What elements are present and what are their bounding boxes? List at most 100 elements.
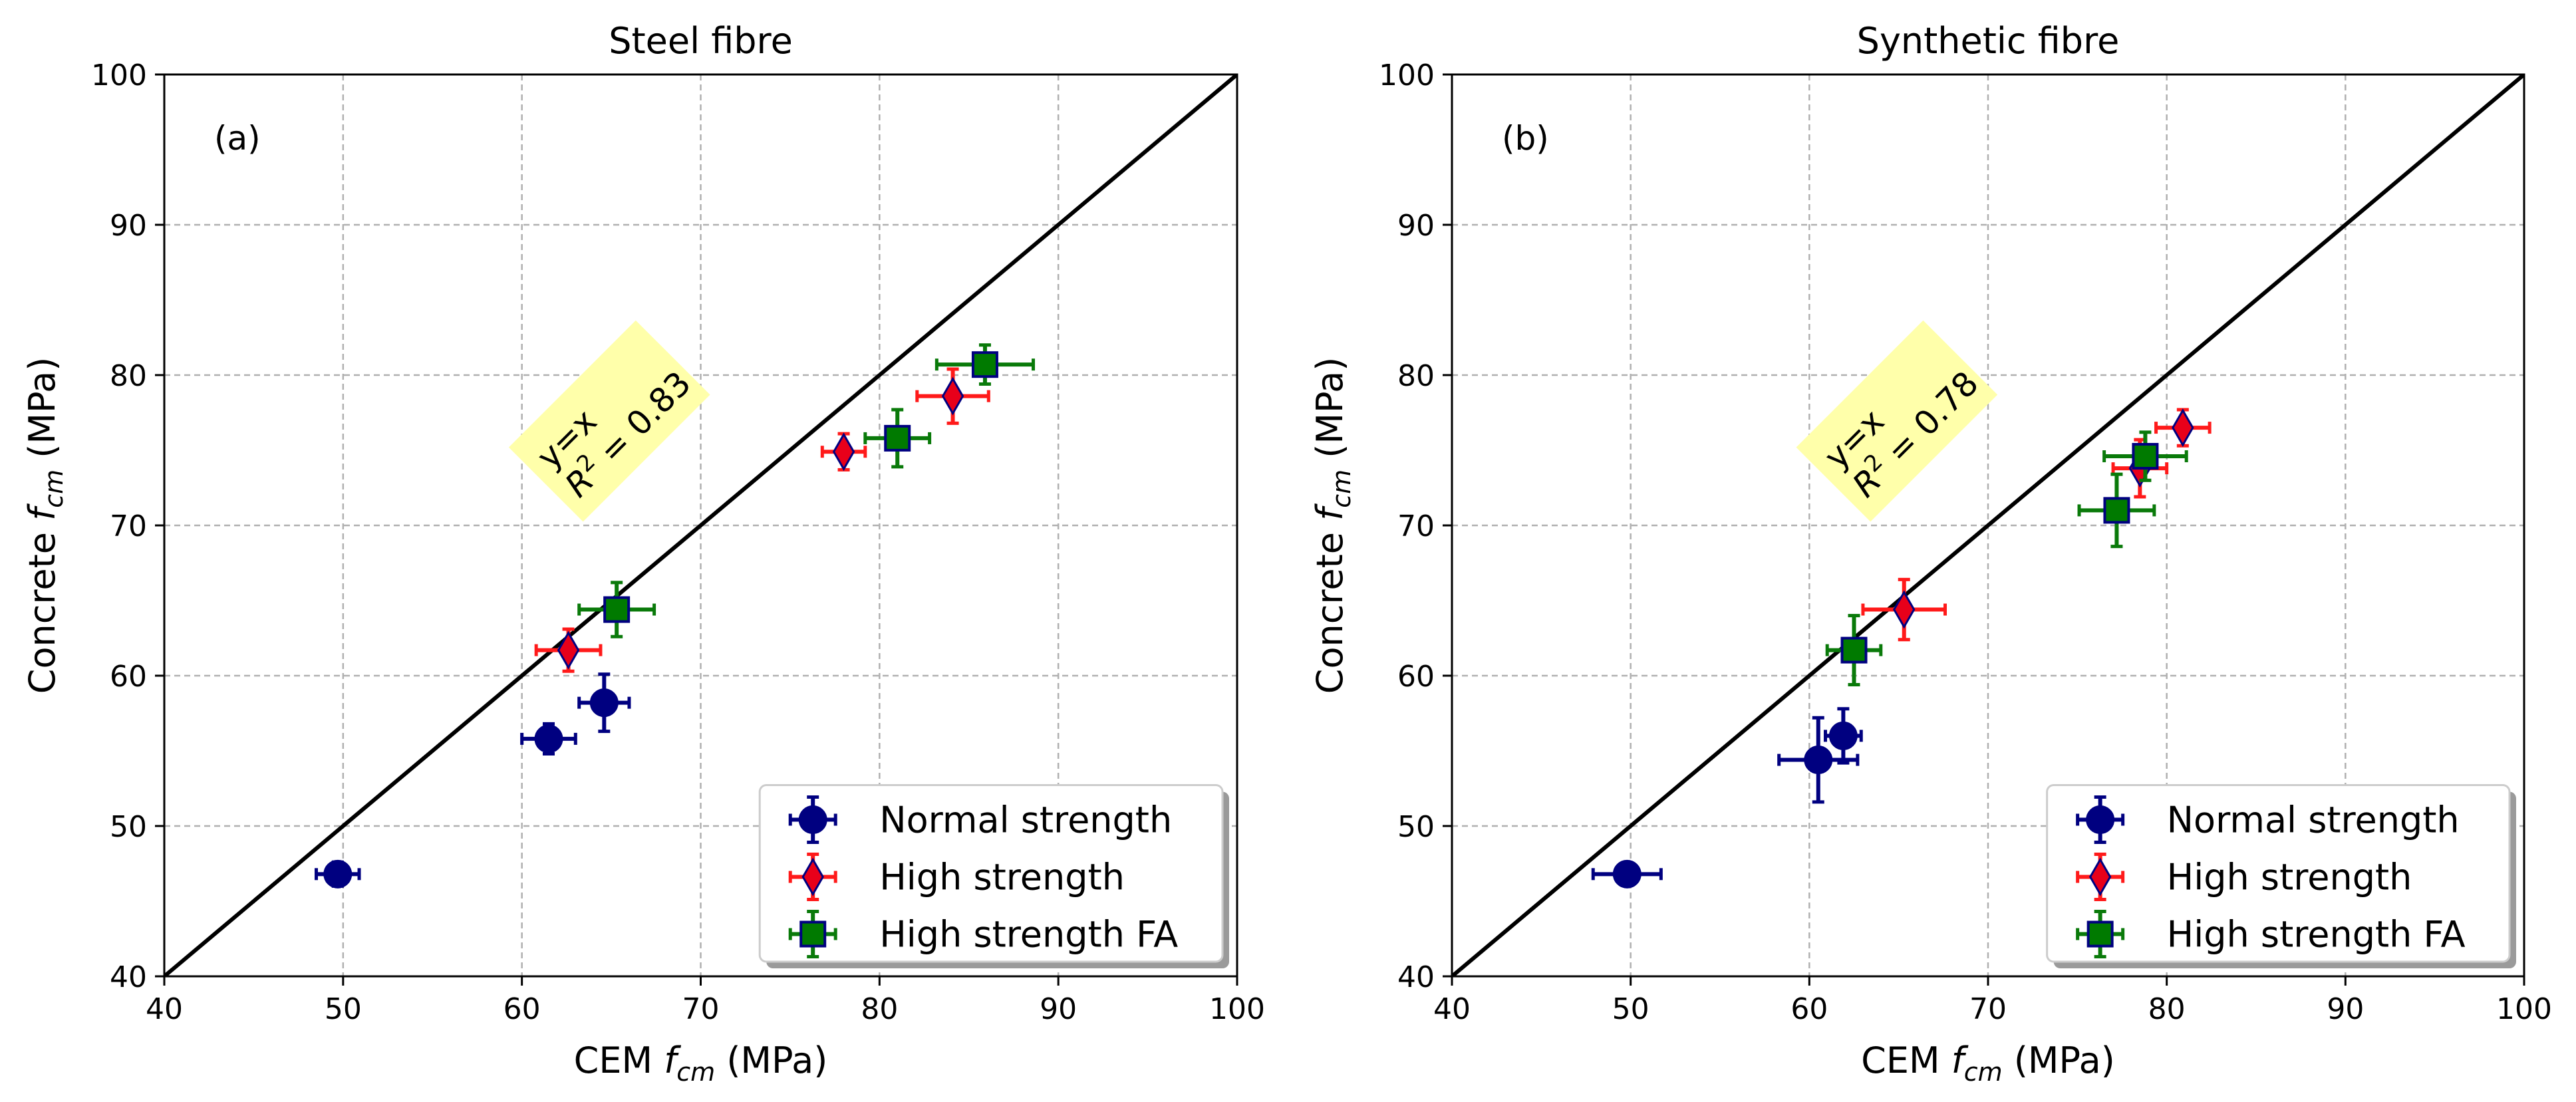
- marker-square: [2132, 443, 2159, 470]
- x-axis-label-prefix: CEM: [574, 1039, 664, 1081]
- y-tick-label: 90: [1397, 209, 1435, 243]
- y-axis: 40 50 60 70 80 90 100: [1379, 59, 1452, 994]
- data-point: [577, 581, 656, 638]
- data-point: [315, 859, 361, 889]
- legend-label: High strength: [2167, 857, 2412, 898]
- data-point: [934, 343, 1036, 386]
- legend-box: [758, 784, 1224, 963]
- chart-title: Synthetic fibre: [1857, 20, 2120, 62]
- annotation-box: y=xR2 = 0.83: [508, 320, 710, 522]
- legend-entry: High strength: [788, 853, 1125, 902]
- marker-circle: [1828, 721, 1858, 750]
- data-point: [1825, 614, 1883, 687]
- legend-entry: High strength: [2076, 853, 2412, 902]
- marker-square: [884, 424, 911, 452]
- marker-diamond: [832, 432, 855, 472]
- marker-square: [971, 351, 998, 378]
- y-axis-label: Concrete fcm (MPa): [21, 357, 69, 694]
- series-normal-strength: [1591, 707, 1863, 889]
- data-point: [2102, 430, 2188, 482]
- y-axis-label-suffix: (MPa): [21, 357, 63, 470]
- legend-box: [2046, 784, 2511, 963]
- data-point: [534, 627, 603, 673]
- legend-marker: [2086, 920, 2114, 948]
- legend-marker: [2086, 805, 2115, 835]
- x-tick-label: 80: [2148, 992, 2186, 1026]
- x-tick-label: 60: [1790, 992, 1828, 1026]
- data-point: [863, 408, 932, 469]
- data-point: [820, 432, 867, 472]
- x-tick-label: 90: [1040, 992, 1077, 1026]
- marker-diamond: [557, 630, 580, 670]
- legend-marker: [798, 805, 827, 835]
- y-tick-label: 60: [110, 660, 147, 694]
- x-tick-label: 100: [2496, 992, 2552, 1026]
- y-tick-label: 80: [1397, 359, 1435, 393]
- legend: Normal strength High strength High strengt…: [2046, 784, 2516, 968]
- x-tick-label: 60: [503, 992, 541, 1026]
- legend-entry: Normal strength: [2076, 795, 2460, 845]
- data-point: [2154, 408, 2212, 448]
- data-point: [915, 367, 990, 425]
- x-axis-label-subscript: cm: [1964, 1057, 2003, 1087]
- marker-diamond: [1892, 590, 1916, 629]
- chart-title: Steel fibre: [609, 20, 793, 62]
- marker-diamond: [941, 376, 964, 416]
- y-tick-label: 50: [110, 810, 147, 844]
- y-tick-label: 60: [1397, 660, 1435, 694]
- y-tick-label: 50: [1397, 810, 1435, 844]
- legend-label: Normal strength: [2167, 799, 2460, 841]
- x-tick-label: 80: [861, 992, 898, 1026]
- data-point: [1861, 577, 1947, 642]
- marker-square: [1840, 636, 1868, 664]
- marker-circle: [1804, 746, 1833, 775]
- data-point: [2077, 472, 2156, 549]
- panel-a: y=xR2 = 0.83 40 50 60 70 80 90 100 40 50 60 70 80 90 1…: [21, 20, 1265, 1087]
- series-high-strength: [534, 367, 990, 673]
- legend-label: Normal strength: [879, 799, 1172, 841]
- marker-square: [603, 596, 631, 623]
- legend-entry: Normal strength: [788, 795, 1172, 845]
- legend: Normal strength High strength High strengt…: [758, 784, 1229, 968]
- x-tick-label: 40: [146, 992, 183, 1026]
- plot-content: [1452, 74, 2524, 976]
- data-point: [1591, 859, 1663, 889]
- legend-label: High strength: [879, 857, 1125, 898]
- x-axis-label-subscript: cm: [676, 1057, 715, 1087]
- y-axis-label-prefix: Concrete: [1309, 521, 1351, 694]
- x-tick-label: 70: [682, 992, 720, 1026]
- series-high-strength-fa: [577, 343, 1036, 638]
- data-point: [577, 672, 631, 734]
- marker-circle: [323, 859, 353, 889]
- legend-marker: [799, 920, 827, 948]
- plot-content: [164, 74, 1237, 976]
- x-axis-label-suffix: (MPa): [715, 1039, 827, 1081]
- series-high-strength-fa: [1825, 430, 2188, 687]
- x-tick-label: 50: [325, 992, 362, 1026]
- marker-square: [2103, 497, 2130, 524]
- x-tick-label: 100: [1209, 992, 1265, 1026]
- series-normal-strength: [315, 672, 631, 889]
- y-axis-label: Concrete fcm (MPa): [1309, 357, 1356, 694]
- x-tick-label: 90: [2327, 992, 2364, 1026]
- data-point: [1824, 707, 1863, 765]
- x-tick-label: 50: [1612, 992, 1649, 1026]
- reference-line-y-equals-x: [1452, 74, 2524, 976]
- legend-label: High strength FA: [879, 914, 1178, 956]
- x-axis-label: CEM fcm (MPa): [574, 1039, 828, 1087]
- y-tick-label: 70: [1397, 509, 1435, 543]
- y-tick-label: 80: [110, 359, 147, 393]
- x-axis-label: CEM fcm (MPa): [1861, 1039, 2115, 1087]
- panel-b: y=xR2 = 0.78 40 50 60 70 80 90 100 40 50 60 70 80 90 1…: [1309, 20, 2552, 1087]
- marker-diamond: [2172, 408, 2194, 448]
- data-point: [520, 722, 577, 756]
- y-tick-label: 100: [1379, 59, 1435, 92]
- legend-marker: [2088, 857, 2112, 896]
- legend-label: High strength FA: [2167, 914, 2466, 956]
- marker-circle: [534, 724, 563, 754]
- y-tick-label: 90: [110, 209, 147, 243]
- y-tick-label: 40: [1397, 960, 1435, 994]
- x-axis-label-suffix: (MPa): [2003, 1039, 2115, 1081]
